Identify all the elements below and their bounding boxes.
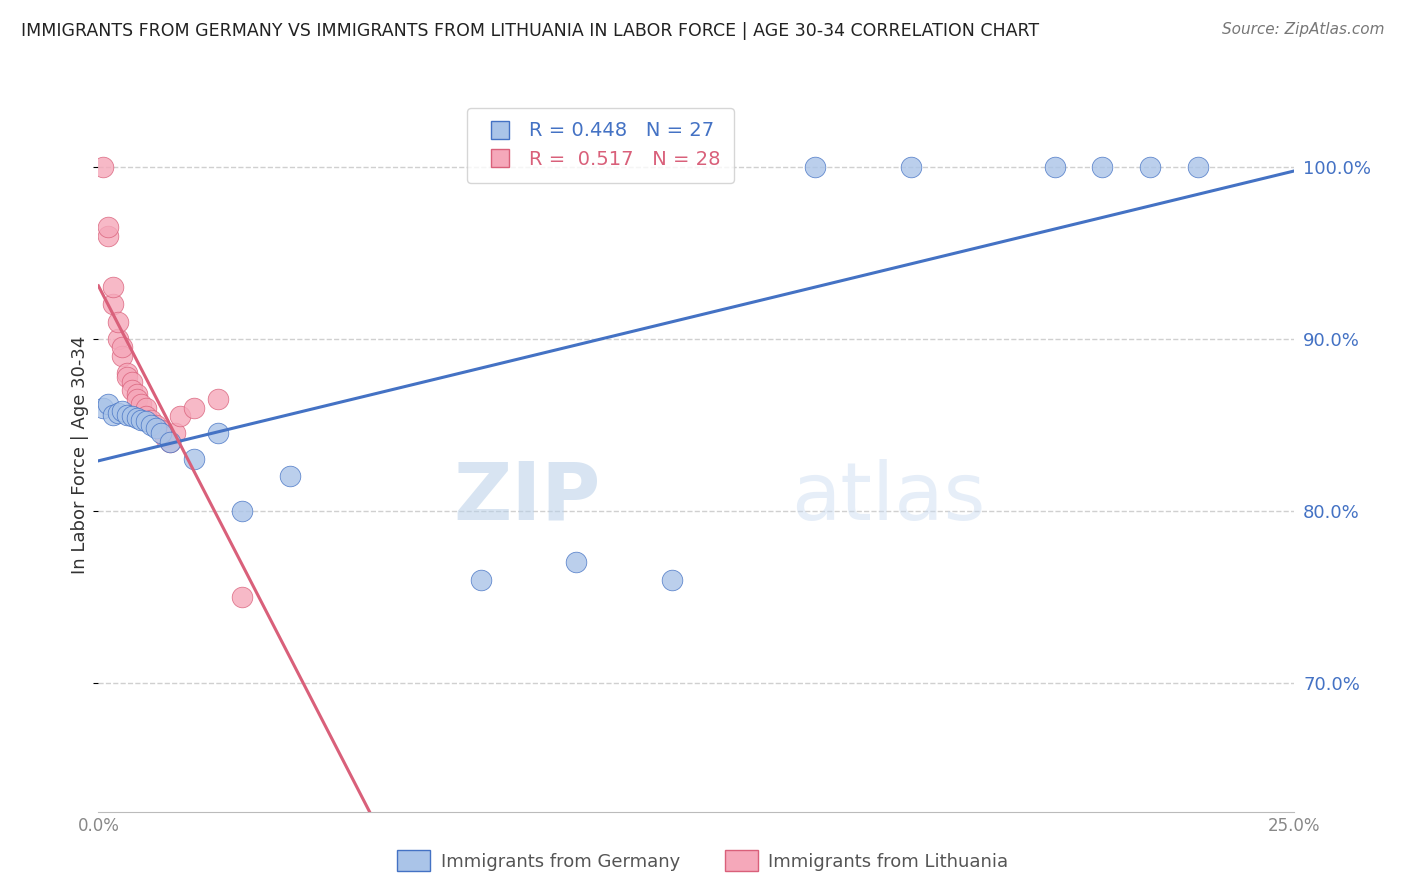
Point (131, 397, 153, 411)
Point (159, 435, 181, 450)
Point (231, 590, 253, 604)
Point (91, 160, 114, 174)
Point (1091, 160, 1114, 174)
Point (107, 406, 129, 420)
Point (135, 414, 157, 428)
Point (121, 409, 143, 424)
Point (145, 417, 167, 432)
Point (900, 160, 922, 174)
Point (107, 315, 129, 329)
Point (91, 401, 114, 415)
Point (1139, 160, 1161, 174)
Point (278, 469, 301, 483)
Point (97, 220, 120, 235)
Point (1187, 160, 1209, 174)
Point (139, 412, 162, 426)
Point (121, 375, 143, 389)
Point (125, 387, 148, 401)
Point (231, 504, 253, 518)
Text: Source: ZipAtlas.com: Source: ZipAtlas.com (1222, 22, 1385, 37)
Point (661, 573, 683, 587)
Y-axis label: In Labor Force | Age 30-34: In Labor Force | Age 30-34 (70, 335, 89, 574)
Point (1043, 160, 1066, 174)
Point (101, 280, 124, 294)
Point (125, 392, 148, 406)
Point (111, 349, 134, 363)
Point (101, 408, 124, 422)
Point (149, 423, 172, 437)
Point (183, 452, 205, 467)
Point (207, 426, 229, 441)
Point (565, 555, 588, 569)
Point (101, 297, 124, 311)
Point (169, 409, 191, 424)
Point (207, 392, 229, 406)
Point (145, 421, 167, 435)
Text: IMMIGRANTS FROM GERMANY VS IMMIGRANTS FROM LITHUANIA IN LABOR FORCE | AGE 30-34 : IMMIGRANTS FROM GERMANY VS IMMIGRANTS FR… (21, 22, 1039, 40)
Point (125, 411, 148, 425)
Point (159, 435, 181, 450)
Point (111, 404, 134, 418)
Point (183, 401, 205, 415)
Point (804, 160, 827, 174)
Point (155, 430, 177, 444)
Text: atlas: atlas (792, 458, 986, 537)
Point (107, 332, 129, 346)
Point (470, 573, 492, 587)
Point (149, 426, 172, 441)
Point (135, 409, 157, 424)
Legend: R = 0.448   N = 27, R =  0.517   N = 28: R = 0.448 N = 27, R = 0.517 N = 28 (467, 108, 734, 183)
Point (97, 397, 120, 411)
Point (131, 412, 153, 426)
Point (115, 366, 138, 380)
Text: ZIP: ZIP (453, 458, 600, 537)
Point (115, 408, 138, 422)
Legend: Immigrants from Germany, Immigrants from Lithuania: Immigrants from Germany, Immigrants from… (391, 843, 1015, 879)
Point (115, 369, 138, 384)
Point (163, 426, 186, 441)
Point (121, 384, 143, 398)
Point (135, 401, 157, 415)
Point (111, 341, 134, 355)
Point (97, 228, 120, 243)
Point (139, 417, 162, 432)
